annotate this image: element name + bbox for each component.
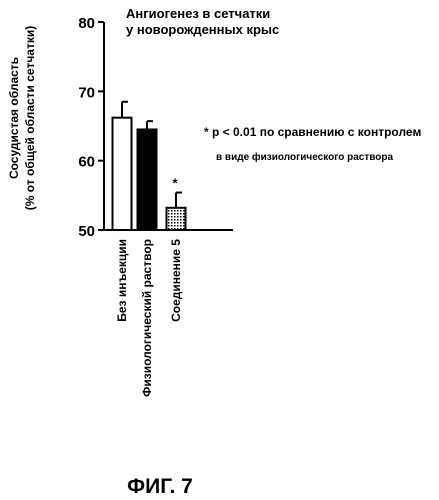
significance-asterisk: * xyxy=(172,176,178,191)
y-tick-label: 60 xyxy=(78,154,95,171)
bar xyxy=(167,208,186,230)
y-tick-label: 80 xyxy=(78,15,95,32)
bars xyxy=(113,102,186,230)
bar xyxy=(138,129,157,230)
significance-marks: * xyxy=(172,176,178,191)
x-category-labels: Без инъекции Физиологический раствор Соеди… xyxy=(115,239,183,397)
annotation-line-1: * p < 0.01 по сравнению с контролем xyxy=(204,125,421,139)
x-category-label: Соединение 5 xyxy=(169,239,183,322)
chart-title-line-2: у новорожденных крыс xyxy=(126,22,279,37)
y-axis-label-line-2: (% от общей области сетчатки) xyxy=(23,26,37,210)
y-ticks: 50 60 70 80 xyxy=(78,15,104,240)
y-tick-label: 50 xyxy=(78,223,95,240)
bar xyxy=(113,118,132,230)
figure-label: ФИГ. 7 xyxy=(127,475,193,498)
y-axis-label-line-1: Сосудистая область xyxy=(7,57,21,179)
chart-title-line-1: Ангиогенез в сетчатки xyxy=(126,6,270,21)
y-tick-label: 70 xyxy=(78,84,95,101)
x-category-label: Физиологический раствор xyxy=(140,239,154,397)
x-category-label: Без инъекции xyxy=(115,239,129,322)
annotation-line-2: в виде физиологического раствора xyxy=(216,151,393,163)
